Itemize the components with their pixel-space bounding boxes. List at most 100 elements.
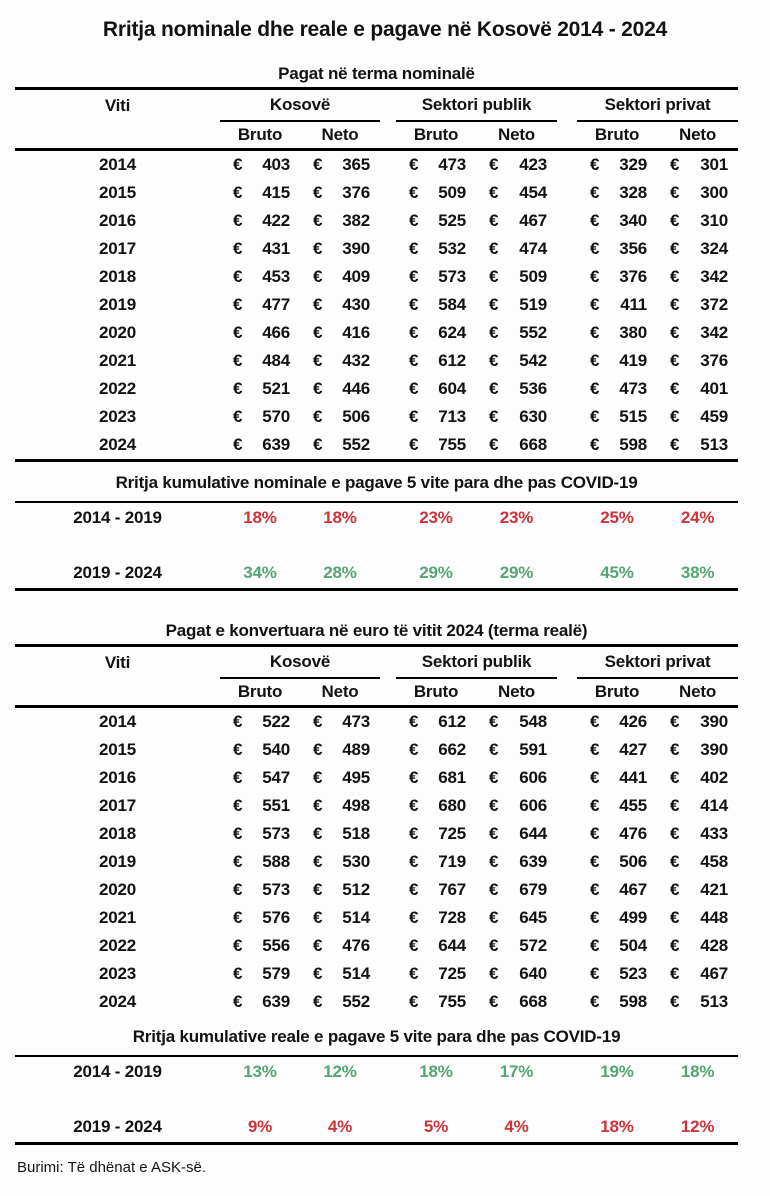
wage-value: 552	[519, 323, 548, 342]
wage-amount: €466	[220, 323, 300, 343]
wage-cell: €640	[476, 960, 557, 988]
wage-value: 453	[262, 267, 290, 286]
nominal-wages-table: Viti Kosovë Sektori publik Sektori privat Br…	[15, 87, 739, 462]
euro-symbol: €	[590, 936, 600, 955]
euro-symbol: €	[590, 964, 600, 983]
euro-symbol: €	[409, 908, 419, 927]
column-subheader: Bruto	[396, 121, 476, 151]
wage-amount: €441	[577, 768, 657, 788]
euro-symbol: €	[313, 824, 323, 843]
column-gap	[380, 1112, 396, 1145]
euro-symbol: €	[313, 267, 323, 286]
table-row: 2020 €573 €512 €767 €679 €467 €421	[15, 876, 738, 904]
wage-amount: €421	[657, 880, 738, 900]
wage-value: 573	[262, 824, 290, 843]
table-row: 2016 €547 €495 €681 €606 €441 €402	[15, 764, 738, 792]
euro-symbol: €	[409, 880, 419, 899]
wage-cell: €522	[220, 707, 300, 737]
wage-cell: €630	[476, 403, 557, 431]
column-gap	[557, 150, 577, 180]
wage-value: 572	[519, 936, 548, 955]
table-row: 2022 €521 €446 €604 €536 €473 €401	[15, 375, 738, 403]
table-row: 2019 €477 €430 €584 €519 €411 €372	[15, 291, 738, 319]
euro-symbol: €	[489, 267, 499, 286]
column-gap	[557, 431, 578, 462]
wage-value: 624	[438, 323, 466, 342]
year-cell: 2020	[98, 323, 137, 342]
column-gap	[557, 179, 577, 207]
column-subheader-empty	[15, 121, 220, 151]
column-gap	[380, 904, 396, 932]
growth-percent-cell: 24%	[680, 508, 715, 527]
wage-value: 467	[519, 211, 548, 230]
wage-amount: €509	[476, 267, 557, 287]
wage-amount: €573	[220, 880, 300, 900]
wage-value: 401	[700, 379, 729, 398]
wage-amount: €356	[577, 239, 657, 259]
wage-value: 423	[519, 155, 548, 174]
wage-cell: €342	[657, 319, 738, 347]
wage-value: 522	[262, 712, 290, 731]
euro-symbol: €	[313, 211, 323, 230]
wage-amount: €467	[476, 211, 557, 231]
euro-symbol: €	[313, 407, 323, 426]
column-subheader: Neto	[476, 678, 558, 708]
euro-symbol: €	[233, 768, 243, 787]
year-cell: 2021	[98, 908, 137, 927]
wage-amount: €467	[657, 964, 738, 984]
column-gap	[380, 150, 396, 180]
wage-cell: €512	[300, 876, 380, 904]
wage-value: 644	[438, 936, 466, 955]
euro-symbol: €	[313, 936, 323, 955]
wage-value: 681	[438, 768, 466, 787]
table-row: 2018 €453 €409 €573 €509 €376 €342	[15, 263, 738, 291]
wage-amount: €340	[577, 211, 657, 231]
column-gap	[557, 876, 577, 904]
wage-cell: €448	[657, 904, 738, 932]
euro-symbol: €	[489, 323, 499, 342]
wage-cell: €532	[396, 235, 476, 263]
euro-symbol: €	[590, 323, 600, 342]
wage-value: 431	[262, 239, 290, 258]
column-gap	[380, 87, 396, 121]
wage-cell: €328	[577, 179, 657, 207]
growth-row: 2014 - 2019 13% 12% 18% 17% 19% 18%	[15, 1056, 738, 1087]
euro-symbol: €	[409, 155, 419, 174]
euro-symbol: €	[590, 295, 600, 314]
euro-symbol: €	[233, 239, 243, 258]
wage-value: 376	[342, 183, 370, 202]
wage-cell: €606	[476, 764, 557, 792]
wage-value: 573	[262, 880, 290, 899]
wage-value: 547	[262, 768, 290, 787]
table-row: 2015 €540 €489 €662 €591 €427 €390	[15, 736, 738, 764]
wage-cell: €476	[300, 932, 380, 960]
euro-symbol: €	[670, 351, 680, 370]
growth-percent-cell: 38%	[657, 558, 739, 591]
column-gap	[557, 291, 577, 319]
wage-amount: €523	[577, 964, 657, 984]
wage-cell: €382	[300, 207, 380, 235]
euro-symbol: €	[489, 407, 499, 426]
wage-value: 372	[700, 295, 729, 314]
column-subheader: Neto	[300, 678, 380, 708]
wage-amount: €376	[577, 267, 657, 287]
wage-amount: €328	[577, 183, 657, 203]
wage-cell: €573	[396, 263, 476, 291]
wage-amount: €430	[300, 295, 380, 315]
wage-value: 458	[700, 852, 729, 871]
euro-symbol: €	[233, 992, 243, 1011]
column-gap	[380, 644, 396, 678]
wage-amount: €606	[476, 796, 557, 816]
growth-heading: Rritja kumulative nominale e pagave 5 vi…	[15, 462, 739, 503]
column-header-viti: Viti	[15, 87, 220, 121]
wage-value: 422	[262, 211, 290, 230]
euro-symbol: €	[670, 407, 680, 426]
wage-amount: €467	[577, 880, 657, 900]
wage-cell: €329	[577, 150, 657, 180]
wage-value: 506	[619, 852, 648, 871]
wage-cell: €556	[220, 932, 300, 960]
euro-symbol: €	[590, 824, 600, 843]
wage-cell: €536	[476, 375, 557, 403]
wage-amount: €509	[396, 183, 476, 203]
